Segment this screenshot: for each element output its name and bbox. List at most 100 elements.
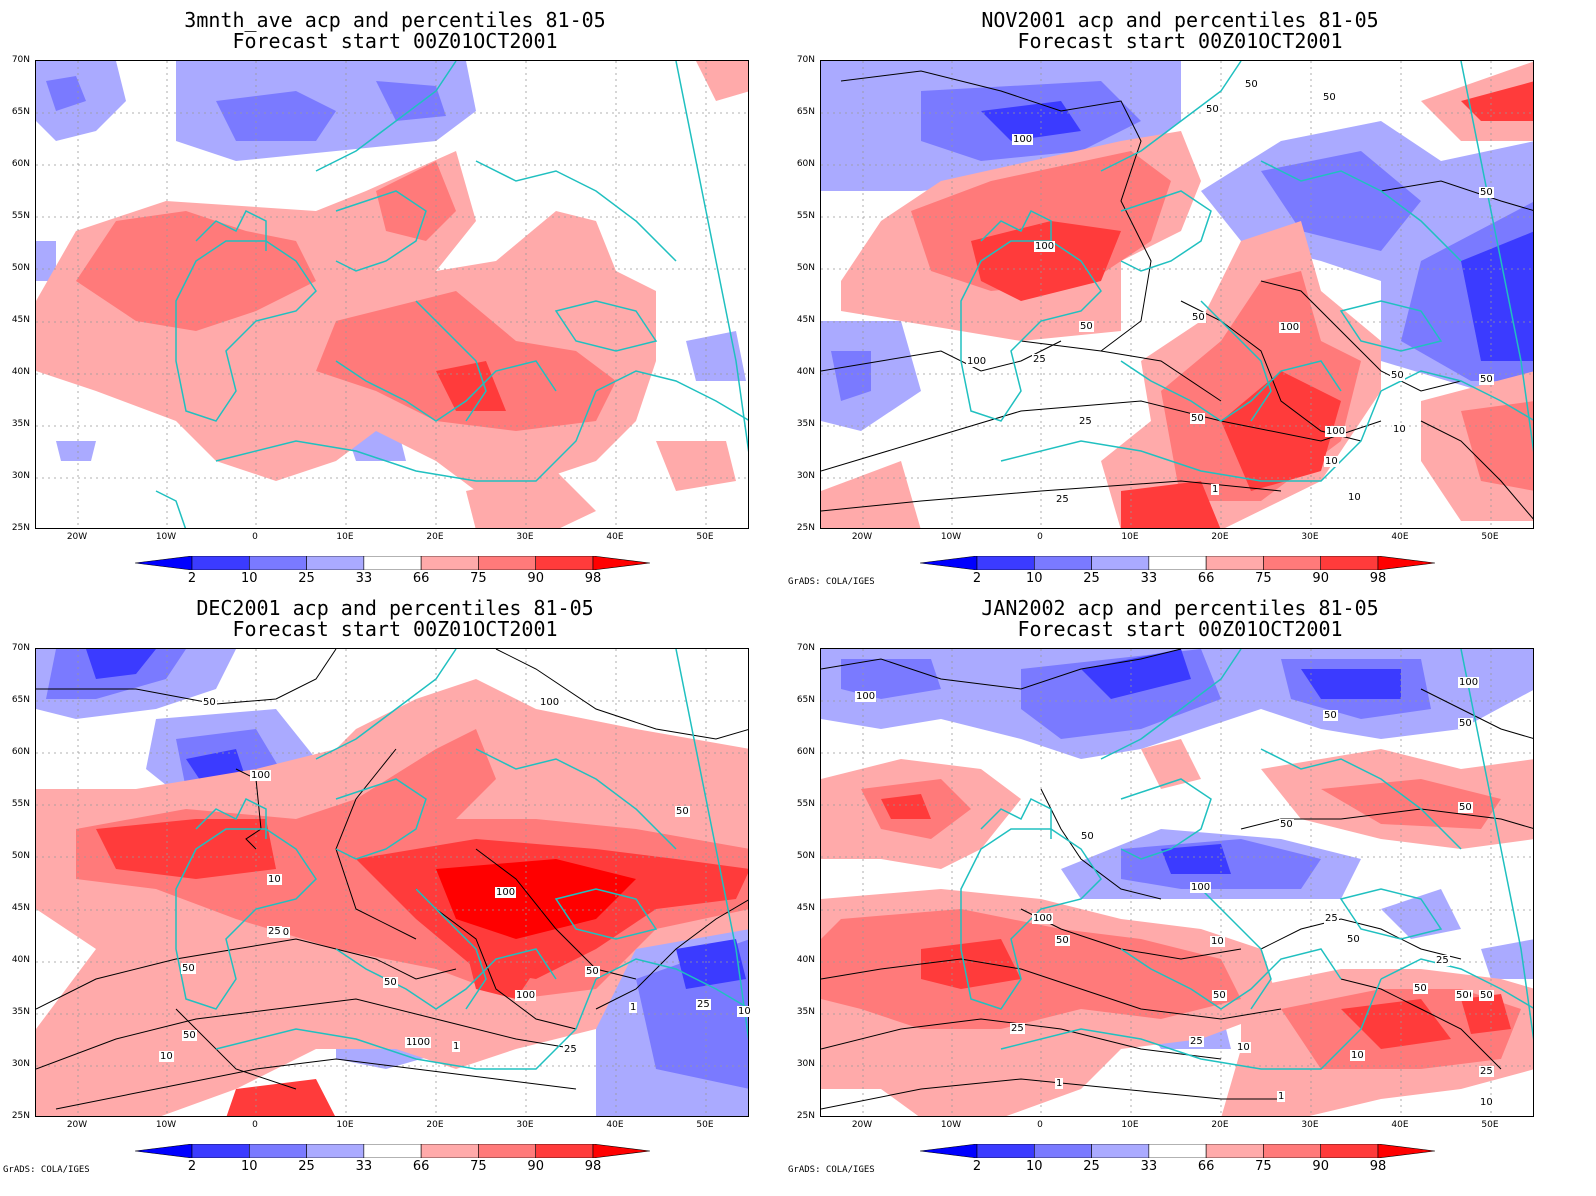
lat-label: 70N <box>11 643 30 653</box>
contour-label: 25 <box>1189 1036 1204 1047</box>
lat-label: 45N <box>796 315 815 325</box>
coastlines <box>960 649 1533 1070</box>
map-area <box>820 648 1534 1117</box>
contour-label: 100 <box>1032 913 1054 924</box>
contour-label: 25 <box>267 926 282 937</box>
contour-label: 25 <box>1010 1023 1025 1034</box>
lon-label: 40E <box>1391 1120 1409 1130</box>
lon-label: 0 <box>1037 1120 1043 1130</box>
map-svg <box>36 649 748 1116</box>
colorbar-label: 33 <box>1140 571 1158 586</box>
lon-label: 10E <box>336 532 354 542</box>
contour-label: 50 <box>585 966 600 977</box>
lat-label: 25N <box>11 1111 30 1121</box>
lat-label: 50N <box>796 851 815 861</box>
contour-label: 50 <box>1458 718 1473 729</box>
contour-label: 50 <box>1458 802 1473 813</box>
map-area <box>820 60 1534 529</box>
panel-title-line2: Forecast start 00Z01OCT2001 <box>232 29 558 53</box>
lat-label: 45N <box>11 315 30 325</box>
colorbar-svg <box>920 1144 1435 1158</box>
contour-label: 50 <box>202 697 217 708</box>
lat-label: 60N <box>11 159 30 169</box>
map-area <box>35 648 749 1117</box>
colorbar-label: 66 <box>1197 1159 1215 1174</box>
contour-label: 50 <box>1080 831 1095 842</box>
colorbar-segment <box>363 1144 422 1158</box>
colorbar-segment <box>976 1144 1035 1158</box>
lat-label: 55N <box>11 799 30 809</box>
lat-label: 60N <box>796 159 815 169</box>
colorbar-label: 90 <box>527 1159 544 1174</box>
contour-label: 10 <box>737 1006 752 1017</box>
colorbar-label: 66 <box>1197 571 1215 586</box>
lat-label: 40N <box>796 955 815 965</box>
colorbar-segment <box>1320 1144 1379 1158</box>
colorbar-label: 98 <box>1369 571 1387 586</box>
lat-label: 50N <box>11 851 30 861</box>
colorbar: 2 10 25 33 66 75 90 98 <box>135 1144 650 1178</box>
lon-label: 50E <box>1481 532 1499 542</box>
colorbar-segment <box>478 1144 537 1158</box>
colorbar-arrow-left <box>135 556 193 570</box>
colorbar-label: 33 <box>355 1159 373 1174</box>
contour-label: 100 <box>250 770 272 781</box>
shading-red <box>36 679 748 1116</box>
colorbar-label: 25 <box>298 1159 315 1174</box>
colorbar-label: 10 <box>241 1159 258 1174</box>
lon-label: 40E <box>606 1120 624 1130</box>
map-svg <box>821 61 1533 528</box>
contour-label: 100 <box>1325 426 1347 437</box>
lon-label: 30E <box>1301 1120 1319 1130</box>
colorbar: 2 10 25 33 66 75 90 98 <box>920 1144 1435 1178</box>
lon-label: 0 <box>252 1120 258 1130</box>
colorbar-label: 2 <box>187 571 197 586</box>
colorbar-label: 90 <box>1312 1159 1329 1174</box>
contour-label: 100 <box>1190 882 1212 893</box>
lon-label: 30E <box>516 532 534 542</box>
colorbar-arrow-right <box>1377 556 1435 570</box>
colorbar-label: 10 <box>1026 1159 1043 1174</box>
panel-title-line1: 3mnth_ave acp and percentiles 81-05 <box>184 8 606 32</box>
contour-label: 50 <box>1055 935 1070 946</box>
colorbar-label: 2 <box>187 1159 197 1174</box>
contour-label: 1 <box>1211 484 1220 495</box>
contour-label: 50 <box>1346 934 1361 945</box>
colorbar-label: 90 <box>1312 571 1329 586</box>
panel-dec2001: DEC2001 acp and percentiles 81-05 Foreca… <box>0 590 790 1180</box>
contour-label: 100 <box>495 887 517 898</box>
grads-credit: GrADS: COLA/IGES <box>788 1165 875 1175</box>
contour-label: 1 <box>1277 1091 1286 1102</box>
contour-label: 50 <box>1079 321 1094 332</box>
lon-label: 20W <box>851 532 873 542</box>
colorbar-arrow-left <box>920 1144 978 1158</box>
lon-label: 10W <box>940 532 962 542</box>
colorbar-label: 98 <box>1369 1159 1387 1174</box>
contours <box>821 70 1533 520</box>
colorbar-label: 2 <box>972 571 982 586</box>
colorbar-segment <box>420 556 479 570</box>
lat-label: 35N <box>11 1007 30 1017</box>
lon-label: 10W <box>155 532 177 542</box>
lat-label: 60N <box>11 747 30 757</box>
contour-label: 100 <box>855 691 877 702</box>
contour-label: 25 <box>1324 913 1339 924</box>
colorbar-arrow-left <box>135 1144 193 1158</box>
coastlines <box>155 61 748 528</box>
colorbar-arrow-right <box>592 1144 650 1158</box>
contour-label: 100 <box>539 697 561 708</box>
colorbar-segment <box>1033 556 1092 570</box>
lon-label: 20E <box>426 1120 444 1130</box>
lon-label: 0 <box>1037 532 1043 542</box>
panel-title-line1: DEC2001 acp and percentiles 81-05 <box>196 596 594 620</box>
map-svg <box>821 649 1533 1116</box>
lat-label: 65N <box>11 695 30 705</box>
lon-label: 20E <box>426 532 444 542</box>
contour-label: 100 <box>410 1037 432 1048</box>
colorbar-segment <box>1205 556 1264 570</box>
panel-title-line1: JAN2002 acp and percentiles 81-05 <box>981 596 1379 620</box>
colorbar-label: 66 <box>412 571 430 586</box>
colorbar-arrow-left <box>920 556 978 570</box>
colorbar-segment <box>976 556 1035 570</box>
lon-label: 20W <box>851 1120 873 1130</box>
